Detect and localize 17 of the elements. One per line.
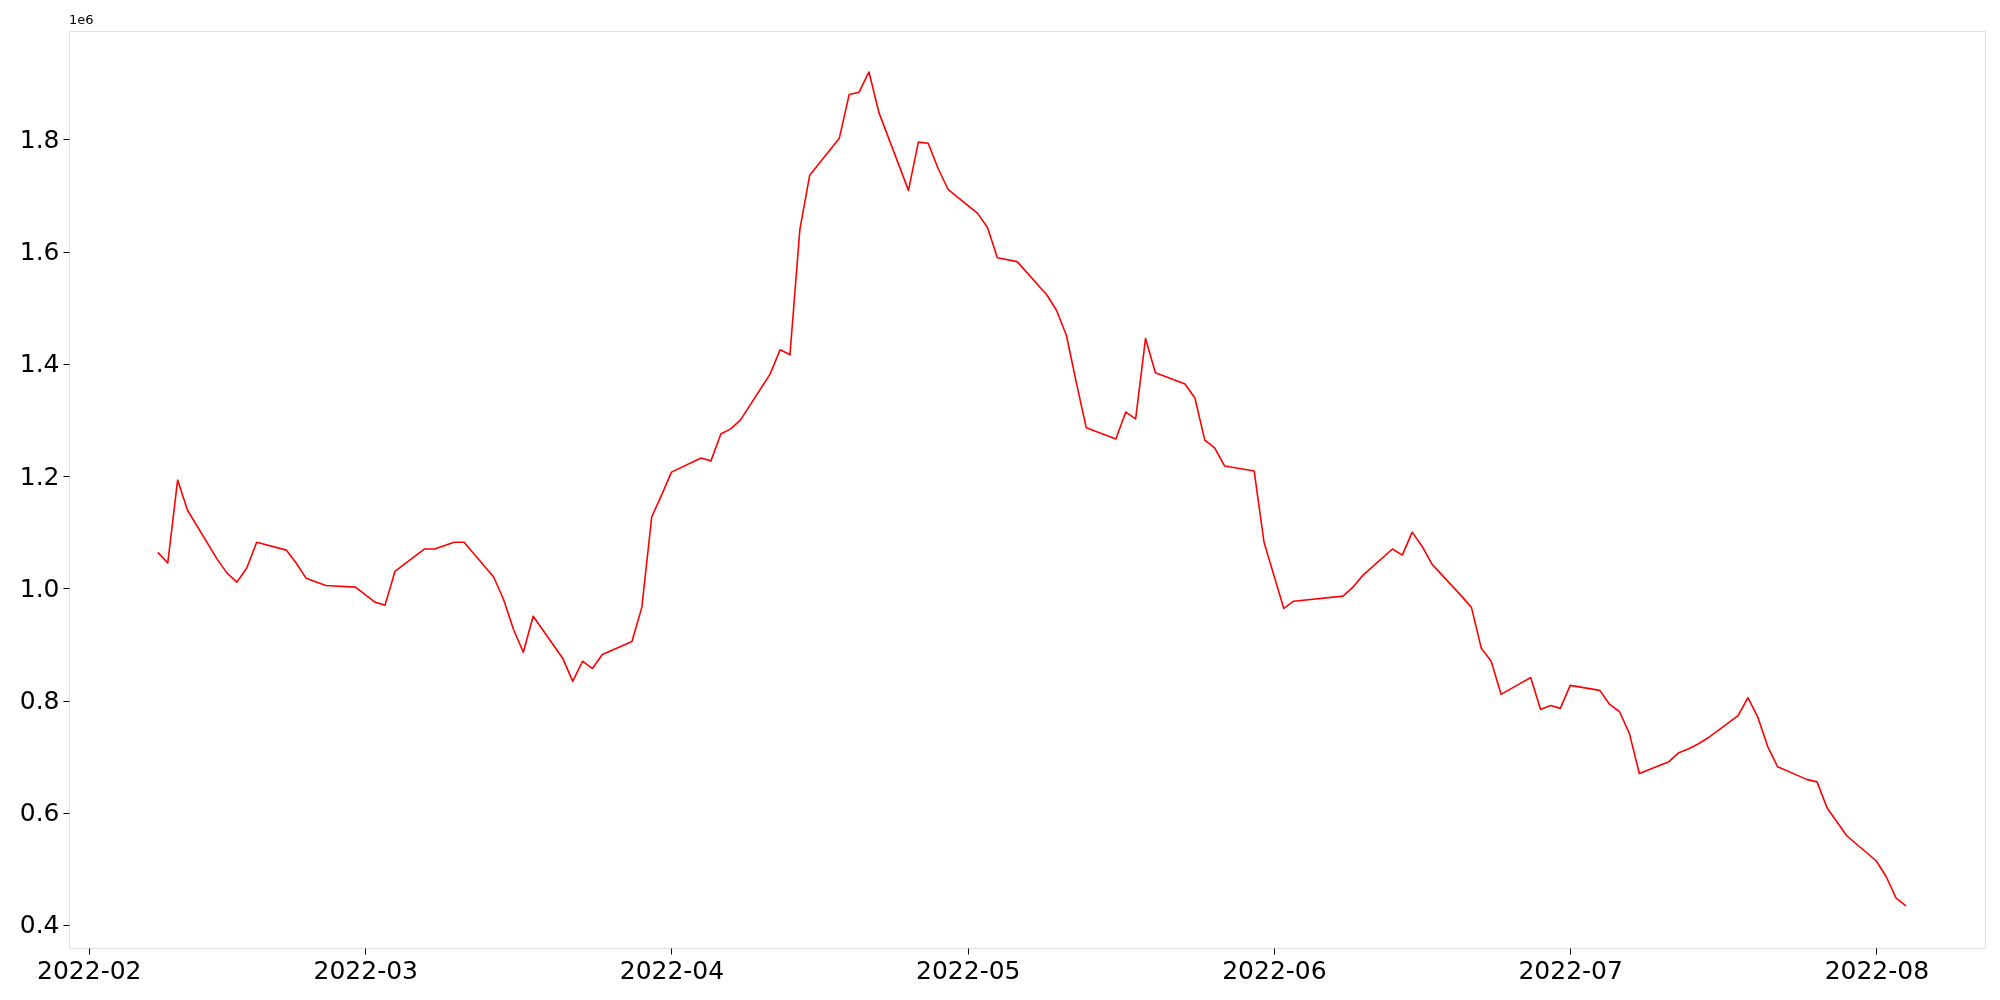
- x-tick-label: 2022-06: [1222, 955, 1327, 985]
- y-tick-label: 0.6: [19, 798, 60, 828]
- x-tick-label: 2022-04: [619, 955, 725, 985]
- y-tick-label: 0.8: [19, 686, 60, 716]
- x-tick-label: 2022-08: [1824, 955, 1930, 985]
- x-tick-label: 2022-03: [313, 955, 419, 985]
- text: 1e6: [69, 12, 94, 27]
- x-tick-label: 2022-02: [37, 955, 142, 985]
- y-tick-label: 1.2: [19, 461, 60, 491]
- x-tick-label: 2022-05: [916, 955, 1021, 985]
- y-tick-label: 1.0: [19, 573, 60, 603]
- x-tick-label: 2022-07: [1518, 955, 1623, 985]
- y-tick-label: 1.4: [19, 349, 60, 379]
- y-tick-label: 1.6: [19, 237, 60, 267]
- y-tick-label: 1.8: [19, 124, 60, 154]
- y-tick-label: 0.4: [19, 910, 60, 940]
- line-series: [157, 71, 1907, 907]
